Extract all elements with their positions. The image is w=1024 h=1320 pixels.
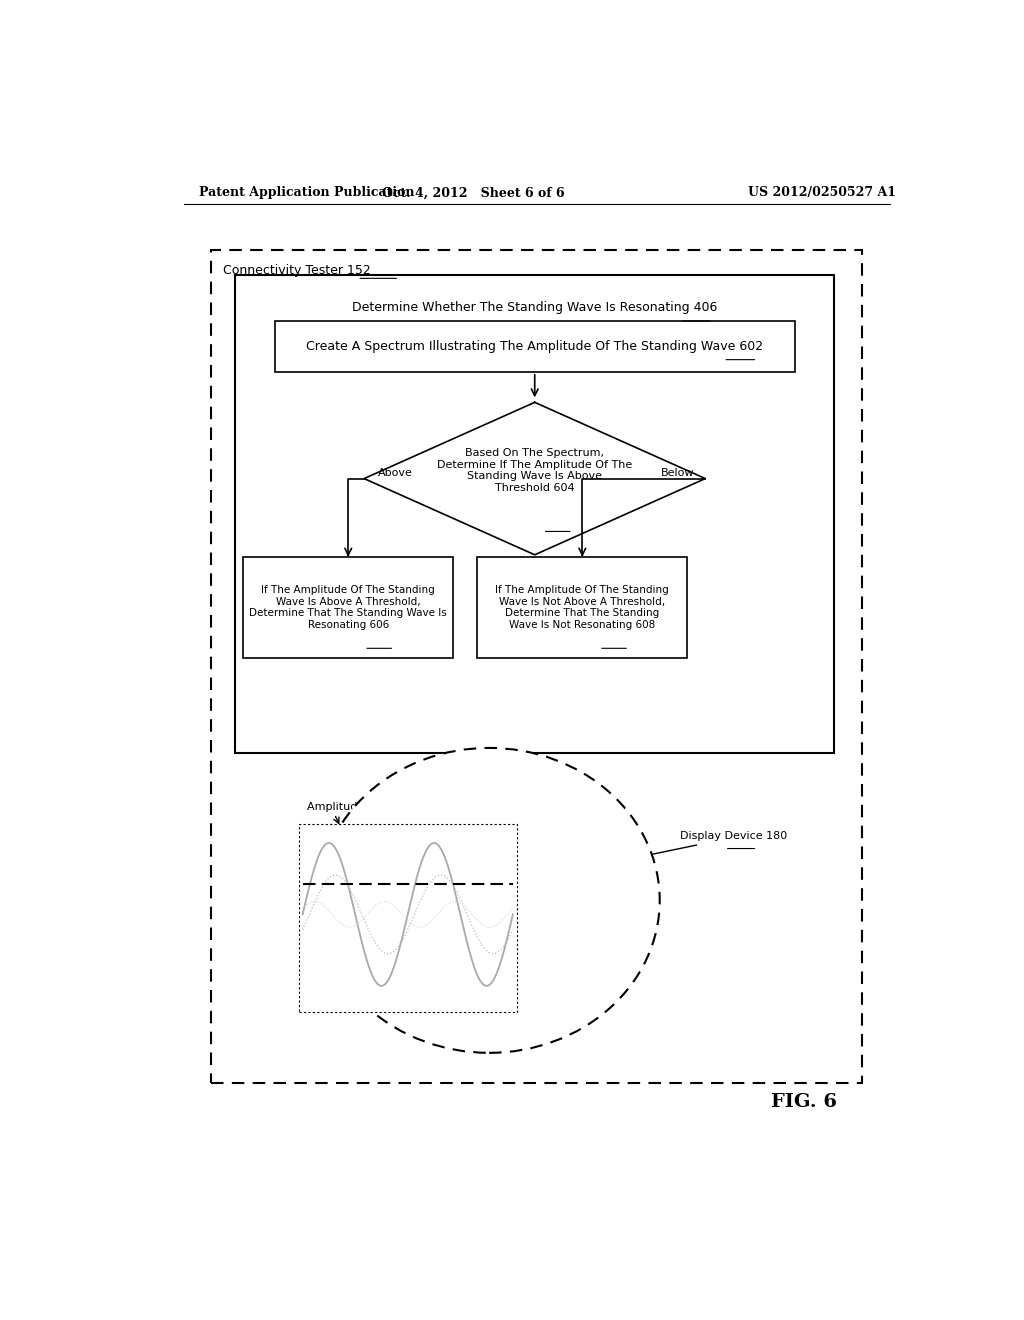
Text: If The Amplitude Of The Standing
Wave Is Not Above A Threshold,
Determine That T: If The Amplitude Of The Standing Wave Is… — [496, 585, 670, 630]
Text: Amplitude 690: Amplitude 690 — [306, 801, 388, 812]
Bar — [477, 557, 687, 659]
Text: Patent Application Publication: Patent Application Publication — [200, 186, 415, 199]
Text: Spectrum 302: Spectrum 302 — [404, 1015, 483, 1026]
Bar — [236, 276, 835, 752]
Text: FIG. 6: FIG. 6 — [771, 1093, 837, 1110]
Text: Determine Whether The Standing Wave Is Resonating 406: Determine Whether The Standing Wave Is R… — [351, 301, 717, 314]
Ellipse shape — [318, 748, 659, 1053]
Bar — [274, 321, 795, 372]
Text: Based On The Spectrum,
Determine If The Amplitude Of The
Standing Wave Is Above
: Based On The Spectrum, Determine If The … — [437, 447, 633, 492]
Text: Connectivity Tester 152: Connectivity Tester 152 — [223, 264, 371, 277]
Text: If The Amplitude Of The Standing
Wave Is Above A Threshold,
Determine That The S: If The Amplitude Of The Standing Wave Is… — [250, 585, 447, 630]
Text: Above: Above — [379, 469, 414, 478]
Bar — [243, 557, 454, 659]
Bar — [211, 249, 862, 1084]
Text: US 2012/0250527 A1: US 2012/0250527 A1 — [749, 186, 896, 199]
Text: Standing Wave
306: Standing Wave 306 — [436, 799, 520, 820]
Text: Oct. 4, 2012   Sheet 6 of 6: Oct. 4, 2012 Sheet 6 of 6 — [382, 186, 564, 199]
Text: Below: Below — [660, 469, 694, 478]
Text: Create A Spectrum Illustrating The Amplitude Of The Standing Wave 602: Create A Spectrum Illustrating The Ampli… — [306, 341, 763, 352]
Text: Threshold
680: Threshold 680 — [539, 862, 594, 883]
Text: Display Device 180: Display Device 180 — [680, 832, 786, 841]
Bar — [299, 824, 517, 1012]
